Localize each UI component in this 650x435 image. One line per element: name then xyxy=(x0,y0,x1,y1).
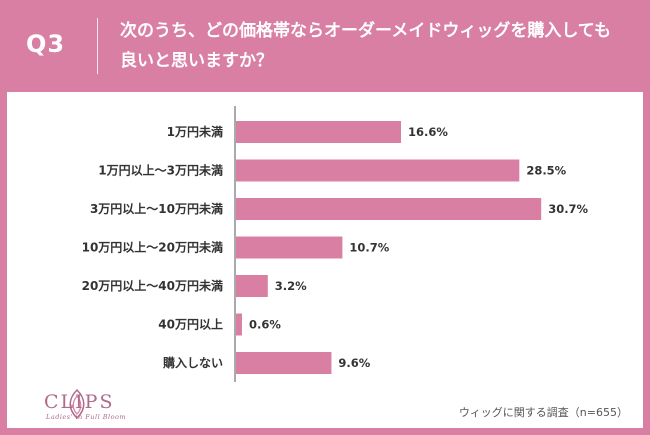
category-label: 1万円未満 xyxy=(167,124,223,139)
bar xyxy=(236,198,542,220)
category-label: 購入しない xyxy=(162,355,223,370)
category-label: 1万円以上～3万円未満 xyxy=(98,163,223,178)
value-label: 30.7% xyxy=(548,202,588,216)
brand-tagline: Ladies' in Full Bloom xyxy=(46,413,127,421)
source-note: ウィッグに関する調査（n=655） xyxy=(458,406,628,419)
category-label: 10万円以上～20万円未満 xyxy=(82,240,223,255)
value-label: 9.6% xyxy=(338,356,370,370)
category-label: 3万円以上～10万円未満 xyxy=(90,201,223,216)
value-label: 0.6% xyxy=(249,318,281,332)
question-number: Q3 xyxy=(26,30,66,58)
category-label: 40万円以上 xyxy=(158,317,223,332)
bar xyxy=(236,121,402,143)
header-divider xyxy=(97,18,98,74)
value-label: 10.7% xyxy=(349,241,389,255)
value-label: 16.6% xyxy=(408,125,448,139)
brand-name: CLIPS xyxy=(44,391,115,413)
bar xyxy=(236,159,520,182)
header: Q3 次のうち、どの価格帯ならオーダーメイドウィッグを購入しても良いと思いますか… xyxy=(0,0,650,90)
bar xyxy=(236,275,268,297)
chart-panel: 1万円未満 16.6% 1万円以上～3万円未満 28.5% 3万円以上～10万円未満 30… xyxy=(7,92,643,428)
bar-chart: 1万円未満 16.6% 1万円以上～3万円未満 28.5% 3万円以上～10万円未満 30… xyxy=(82,106,589,382)
category-label: 20万円以上～40万円未満 xyxy=(82,278,223,293)
clips-logo-icon xyxy=(69,388,85,420)
question-text: 次のうち、どの価格帯ならオーダーメイドウィッグを購入しても良いと思いますか？ xyxy=(120,21,611,71)
bar xyxy=(236,313,242,336)
bar xyxy=(236,352,332,374)
bar xyxy=(236,236,343,259)
value-label: 3.2% xyxy=(275,279,307,293)
value-label: 28.5% xyxy=(526,164,566,178)
